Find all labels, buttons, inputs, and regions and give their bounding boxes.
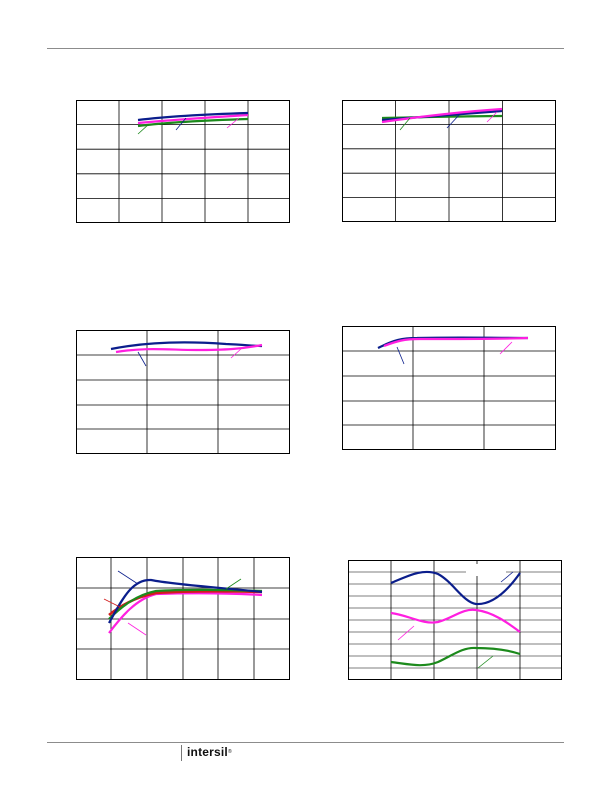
curve-blue [108,578,263,624]
graph-1 [76,100,290,223]
graph-1-plot [76,100,290,223]
logo-text: intersil [187,745,228,759]
plot-border [342,326,556,450]
annotation-arrow [127,622,147,636]
annotation-arrow [117,570,139,585]
annotation-arrow [397,625,415,641]
intersil-logo: intersil® [187,745,232,759]
annotation-arrow [399,117,411,131]
graph-2 [342,100,556,222]
curve-green [381,114,503,120]
curve-magenta [390,608,521,633]
curve-blue [390,570,521,606]
graph-4 [342,326,556,450]
annotation-arrow [396,346,405,365]
graph-5-plot [76,557,290,680]
graph-6 [348,560,562,680]
header-rule [47,48,564,49]
curve-magenta [381,107,503,124]
annotation-arrow [486,111,498,123]
curve-magenta [115,343,263,354]
annotation-arrow [230,347,243,359]
curve-blue [137,111,249,122]
annotation-arrow [175,117,187,131]
curve-magenta [383,336,529,348]
annotation-arrow [500,571,514,583]
graph-6-plot [348,560,562,680]
annotation-arrow [226,117,240,129]
curve-blue [381,109,503,122]
plot-border [76,330,290,454]
curve-red [108,590,263,616]
annotation-arrow [499,341,513,355]
graph-3 [76,330,290,454]
annotation-arrow [103,598,121,608]
plot-border [76,100,290,223]
graph-5 [76,557,290,680]
footer-separator [181,745,182,761]
annotation-arrow [137,123,150,135]
curve-magenta [137,113,249,125]
graph-2-plot [342,100,556,222]
annotation-arrow [446,113,461,129]
annotation-arrow [225,578,242,590]
registered-mark: ® [227,749,232,755]
graph-4-plot [342,326,556,450]
graph-3-plot [76,330,290,454]
footer-rule [47,742,564,743]
annotation-arrow [137,351,147,367]
label-mask [466,564,506,576]
annotation-arrow [477,655,494,669]
curve-green [390,646,521,667]
